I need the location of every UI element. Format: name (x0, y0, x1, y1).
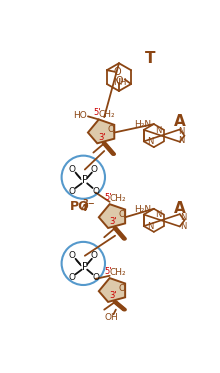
Text: O: O (91, 165, 98, 174)
Text: O: O (119, 283, 126, 292)
Text: O: O (69, 251, 76, 260)
Text: N: N (180, 222, 186, 231)
Polygon shape (99, 278, 125, 302)
Polygon shape (99, 204, 125, 228)
Text: N: N (178, 136, 185, 145)
Text: 3−: 3− (82, 199, 95, 208)
Text: H₂N: H₂N (134, 205, 152, 214)
Text: 3': 3' (109, 217, 117, 226)
Text: O: O (92, 273, 99, 282)
Text: H₂N: H₂N (134, 120, 152, 129)
Text: N: N (155, 126, 162, 135)
Text: 4: 4 (80, 204, 87, 213)
Text: NH: NH (113, 78, 126, 87)
Text: O: O (115, 76, 123, 86)
Text: P: P (82, 261, 88, 272)
Text: N: N (180, 213, 186, 222)
Text: 3': 3' (109, 291, 117, 300)
Text: O: O (119, 210, 126, 219)
Text: A: A (174, 201, 185, 216)
Text: N: N (147, 222, 153, 231)
Text: 5': 5' (104, 193, 112, 202)
Text: CH₂: CH₂ (109, 194, 126, 203)
Text: 3': 3' (98, 133, 106, 142)
Text: 5': 5' (104, 267, 112, 276)
Text: N: N (147, 137, 153, 146)
Text: O: O (92, 186, 99, 195)
Polygon shape (88, 119, 114, 143)
Text: T: T (145, 51, 155, 66)
Text: CH₂: CH₂ (98, 110, 115, 119)
Text: N: N (178, 126, 185, 135)
Text: OH: OH (104, 313, 118, 322)
Text: O: O (91, 251, 98, 260)
Text: PO: PO (70, 200, 90, 213)
Text: O: O (69, 273, 76, 282)
Text: P: P (82, 175, 88, 185)
Text: 5': 5' (94, 108, 101, 117)
Text: A: A (174, 114, 185, 129)
Text: O: O (69, 165, 76, 174)
Text: O: O (108, 125, 115, 134)
Text: HO: HO (73, 111, 87, 120)
Text: N: N (155, 210, 162, 219)
Text: O: O (69, 186, 76, 195)
Text: CH₂: CH₂ (109, 268, 126, 277)
Text: O: O (114, 67, 121, 77)
